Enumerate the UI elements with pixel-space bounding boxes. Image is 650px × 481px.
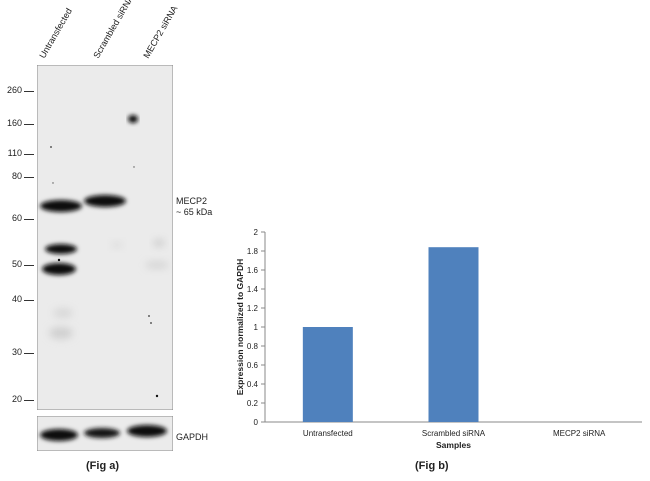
gapdh-band-mecp2-sirna (127, 425, 167, 437)
marker-tick (24, 265, 34, 266)
y-tick-label: 1 (254, 323, 259, 332)
y-tick-label: 2 (254, 228, 259, 237)
marker-tick (24, 91, 34, 92)
y-tick-label: 1.8 (247, 247, 259, 256)
band-mecp2-nonspecific (128, 115, 138, 123)
target-label: MECP2 ~ 65 kDa (176, 196, 213, 217)
x-axis-title: Samples (436, 440, 471, 450)
marker-30: 30 (11, 347, 22, 357)
marker-160: 160 (6, 118, 22, 128)
y-tick-label: 0.2 (247, 399, 259, 408)
y-tick-label: 0 (254, 418, 259, 427)
y-tick-label: 1.2 (247, 304, 259, 313)
y-axis-title: Expression normalized to GAPDH (235, 259, 245, 396)
marker-60: 60 (11, 213, 22, 223)
marker-tick (24, 219, 34, 220)
marker-110: 110 (7, 148, 22, 158)
y-tick-label: 0.6 (247, 361, 259, 370)
lane-label-scrambled: Scrambled siRNA (91, 0, 136, 61)
bar (302, 327, 353, 422)
band-untransfected-65kda (40, 200, 82, 212)
marker-tick (24, 154, 34, 155)
x-tick-label: Untransfected (303, 429, 353, 438)
gapdh-band-scrambled (84, 428, 120, 438)
marker-tick (24, 353, 34, 354)
marker-260: 260 (6, 85, 22, 95)
marker-tick (24, 124, 34, 125)
bar-chart: Expression normalized to GAPDH Samples 0… (235, 228, 642, 450)
x-tick-label: MECP2 siRNA (553, 429, 606, 438)
marker-tick (24, 400, 34, 401)
loading-control-label: GAPDH (176, 432, 209, 442)
fig-b-caption: (Fig b) (415, 460, 449, 472)
lane-label-untransfected: Untransfected (37, 6, 75, 61)
fig-a-caption: (Fig a) (86, 460, 119, 472)
marker-20: 20 (11, 394, 22, 404)
gapdh-band-untransfected (40, 429, 78, 441)
marker-50: 50 (11, 259, 22, 269)
blot-main-panel (37, 65, 173, 410)
y-tick-label: 0.4 (247, 380, 259, 389)
marker-80: 80 (11, 171, 22, 181)
x-tick-label: Scrambled siRNA (422, 429, 486, 438)
marker-40: 40 (11, 294, 22, 304)
band-untransfected-52kda (45, 244, 77, 254)
marker-tick (24, 300, 34, 301)
blot-gapdh-panel (37, 416, 173, 451)
band-scrambled-65kda (84, 195, 126, 207)
band-untransfected-48kda (42, 263, 76, 275)
y-tick-label: 0.8 (247, 342, 259, 351)
lane-label-mecp2-sirna: MECP2 siRNA (141, 3, 180, 61)
marker-tick (24, 177, 34, 178)
y-tick-label: 1.6 (247, 266, 259, 275)
bar (428, 247, 479, 422)
y-tick-label: 1.4 (247, 285, 259, 294)
